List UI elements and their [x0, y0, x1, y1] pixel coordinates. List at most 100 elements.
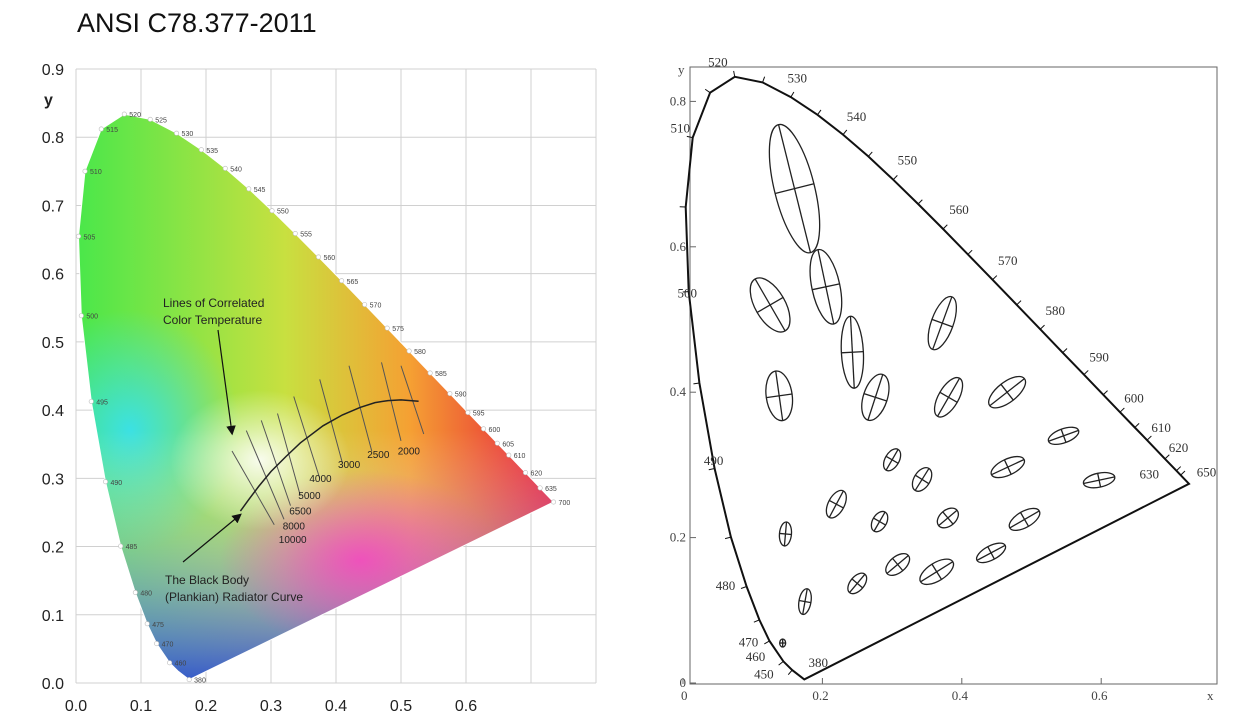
wavelength-marker [103, 479, 109, 485]
axis-ticks: 0 0.2 0.4 0.6 0 0.2 0.4 0.6 0.8 [670, 93, 1108, 703]
locus-tick [686, 135, 693, 139]
wavelength-label: 480 [140, 590, 152, 597]
wavelength-label: 610 [1151, 420, 1171, 435]
y-tick-label: 0.5 [42, 335, 64, 352]
macadam-ellipse [840, 315, 865, 389]
locus-tick [942, 224, 948, 230]
wavelength-label: 460 [746, 649, 766, 664]
plot-frame [689, 66, 1218, 685]
wavelength-marker [537, 485, 543, 491]
x-tick-label: 0.0 [65, 698, 87, 715]
y-tick-label: 0.6 [42, 267, 64, 284]
cct-label: 3000 [338, 460, 361, 471]
cct-iso-line [348, 365, 373, 452]
locus-tick [708, 468, 715, 471]
macadam-ellipse [1008, 507, 1041, 532]
x-tick-label: 0.2 [812, 688, 828, 703]
annotation-blackbody-line2: (Plankian) Radiator Curve [165, 590, 303, 604]
wavelength-label: 560 [324, 255, 336, 262]
wavelength-label: 545 [254, 187, 266, 194]
macadam-ellipse [990, 455, 1026, 479]
x-tick-label: 0.6 [1091, 688, 1108, 703]
y-tick-label: 0.4 [42, 403, 64, 420]
locus-tick [1016, 300, 1022, 306]
wavelength-label: 620 [1169, 440, 1189, 455]
wavelength-label: 700 [559, 500, 571, 507]
wavelength-marker [362, 302, 368, 308]
locus-tick [892, 175, 898, 181]
macadam-ellipse [933, 376, 964, 418]
wavelength-marker [447, 391, 453, 397]
locus-tick [1062, 348, 1068, 354]
locus-tick [992, 275, 998, 281]
macadam-ellipse [927, 295, 958, 351]
wavelength-marker [427, 370, 433, 376]
macadam-ellipse [911, 466, 933, 492]
wavelength-labels: 380 460 470 475 480 485 490 495 500 505 510 515 520 5… [76, 111, 571, 685]
planckian-locus-curve [239, 399, 419, 512]
annotation-cct-line2: Color Temperature [163, 313, 262, 327]
wavelength-label: 570 [370, 303, 382, 310]
wavelength-label: 600 [1124, 390, 1144, 405]
locus-tick [787, 669, 793, 676]
locus-tick [778, 661, 784, 666]
locus-tick [1164, 454, 1170, 460]
locus-tick [762, 76, 766, 83]
locus-tick [733, 70, 736, 77]
wavelength-label: 500 [86, 314, 98, 321]
x-tick-label: 0.1 [130, 698, 152, 715]
spectral-locus-outline [684, 75, 1191, 681]
wavelength-marker [551, 499, 557, 505]
wavelength-marker [76, 233, 82, 239]
wavelength-marker [144, 621, 150, 627]
wavelength-label: 600 [489, 427, 501, 434]
x-tick-label: 0.3 [260, 698, 282, 715]
wavelength-label: 515 [106, 127, 118, 134]
wavelength-marker [384, 325, 390, 331]
wavelength-label: 495 [96, 399, 108, 406]
wavelength-label: 595 [473, 411, 485, 418]
wavelength-label: 590 [1089, 350, 1109, 365]
wavelength-marker [88, 398, 94, 404]
y-tick-label: 0.9 [42, 62, 64, 79]
axis-tick-labels: 0.0 0.1 0.2 0.3 0.4 0.5 0.6 0.0 0.1 0.2 0.3 0.4 0.5 0… [42, 62, 477, 715]
cct-iso-line [381, 362, 402, 441]
macadam-ellipse [778, 521, 793, 547]
wavelength-label: 380 [808, 655, 828, 670]
wavelength-label: 525 [155, 117, 167, 124]
locus-tick [724, 536, 732, 540]
wavelength-label: 630 [1140, 467, 1160, 482]
wavelength-marker [465, 410, 471, 416]
x-tick-label: 0.2 [195, 698, 217, 715]
wavelength-label: 500 [677, 286, 697, 301]
macadam-ellipse [809, 248, 843, 325]
macadam-ellipse [847, 572, 868, 595]
wavelength-label: 510 [670, 121, 690, 136]
wavelength-marker [481, 426, 487, 432]
annotation-cct-line1: Lines of Correlated [163, 296, 264, 310]
wavelength-label: 485 [126, 544, 138, 551]
annotation-cct-arrow [217, 329, 236, 436]
locus-tick [1083, 370, 1089, 375]
macadam-ellipse [975, 542, 1007, 564]
wavelength-label: 565 [347, 279, 359, 286]
macadam-ellipse [936, 507, 960, 529]
cct-label: 6500 [289, 506, 312, 517]
wavelength-label: 635 [545, 486, 557, 493]
y-tick-label: 0 [680, 675, 687, 690]
locus-tick [817, 109, 822, 116]
wavelength-label: 580 [1045, 303, 1065, 318]
wavelength-marker [222, 165, 228, 171]
wavelength-label: 490 [704, 453, 724, 468]
locus-tick [1180, 470, 1186, 476]
cct-label: 8000 [283, 522, 306, 533]
wavelength-label: 540 [230, 166, 242, 173]
locus-tick [740, 586, 747, 589]
wavelength-label: 490 [111, 480, 123, 487]
wavelength-label: 505 [84, 234, 96, 241]
wavelength-label: 475 [152, 622, 164, 629]
macadam-ellipse [1047, 426, 1080, 446]
cct-iso-line [245, 430, 285, 520]
macadam-ellipse [988, 375, 1027, 409]
right-y-axis-label: y [678, 62, 685, 77]
